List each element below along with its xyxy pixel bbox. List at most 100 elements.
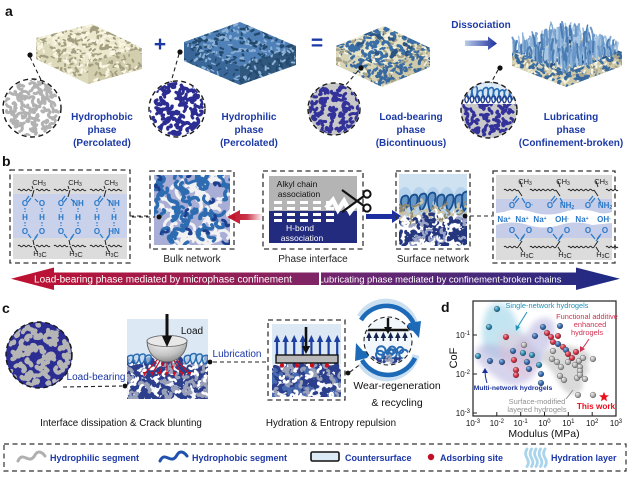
svg-text:phase: phase [235,125,264,136]
svg-text:O: O [526,226,532,235]
svg-text:O: O [94,227,100,236]
svg-text:10-1: 10-1 [456,331,471,340]
svg-text:Na+: Na+ [497,215,510,224]
svg-text:H3C: H3C [105,249,119,259]
svg-text:O: O [509,201,515,210]
svg-text:100: 100 [538,419,551,428]
svg-text:Load-bearing phase mediated by: Load-bearing phase mediated by microphas… [34,275,292,286]
svg-text:Phase interface: Phase interface [278,254,348,265]
svg-text:O: O [75,227,81,236]
svg-text:O: O [39,227,45,236]
svg-text:H: H [39,213,45,222]
svg-text:H3C: H3C [33,249,47,259]
svg-text:OH-: OH- [555,215,569,224]
svg-text:b: b [2,153,11,169]
svg-text:O: O [58,199,64,208]
svg-text:H3C: H3C [520,250,534,260]
svg-text:phase: phase [88,125,117,136]
svg-text:Functional additive: Functional additive [556,312,618,321]
svg-text:O: O [547,201,553,210]
svg-text:Wear-regeneration: Wear-regeneration [353,380,441,392]
svg-text:H: H [111,213,117,222]
svg-text:10-2: 10-2 [456,370,471,379]
svg-text:NH2: NH2 [598,201,613,211]
svg-text:Alkyl chain: Alkyl chain [277,179,318,189]
svg-text:Lubrication: Lubrication [213,349,262,360]
svg-text:Load-bearing: Load-bearing [379,112,442,123]
svg-text:O: O [509,226,515,235]
svg-text:Interface dissipation & Crack: Interface dissipation & Crack blunting [40,418,202,429]
svg-text:CH3: CH3 [518,177,532,187]
svg-text:CH3: CH3 [32,178,46,188]
svg-text:=: = [311,32,323,55]
svg-text:Surface-modified: Surface-modified [509,397,566,406]
svg-text:O-: O- [525,201,533,210]
svg-text:101: 101 [562,419,575,428]
svg-text:H3C: H3C [69,249,83,259]
svg-text:association: association [278,189,321,199]
svg-text:association: association [281,233,324,243]
svg-text:Dissociation: Dissociation [451,20,510,31]
svg-text:10-3: 10-3 [466,419,481,428]
svg-text:Hydrophobic segment: Hydrophobic segment [192,453,287,463]
svg-text:(Percolated): (Percolated) [220,138,278,149]
svg-text:enhanced: enhanced [574,320,606,329]
svg-text:O: O [94,199,100,208]
svg-text:d: d [441,299,450,315]
svg-text:Modulus (MPa): Modulus (MPa) [508,428,579,440]
svg-text:Surface network: Surface network [397,254,470,265]
svg-text:Hydration & Entropy repulsion: Hydration & Entropy repulsion [266,418,396,429]
svg-text:Lubricating: Lubricating [544,112,598,123]
svg-text:H: H [94,213,100,222]
svg-text:Na+: Na+ [533,215,546,224]
svg-text:Load: Load [181,326,203,337]
svg-text:O: O [585,201,591,210]
svg-text:hydrogels: hydrogels [571,328,603,337]
svg-text:Single-network hydrogels: Single-network hydrogels [506,301,589,310]
svg-text:a: a [5,3,13,19]
svg-text:103: 103 [610,419,623,428]
svg-text:H: H [75,213,81,222]
svg-text:Hydrophilic: Hydrophilic [221,112,276,123]
svg-text:CH3: CH3 [104,178,118,188]
svg-text:NH2: NH2 [560,201,575,211]
svg-text:H3C: H3C [558,250,572,260]
svg-text:+: + [154,33,166,56]
svg-text:O: O [547,226,553,235]
svg-text:& recycling: & recycling [371,397,423,409]
svg-text:Hydrophobic: Hydrophobic [71,112,133,123]
svg-text:layered hydrogels: layered hydrogels [507,405,566,414]
svg-text:Na+: Na+ [575,215,588,224]
svg-text:NH: NH [72,199,84,208]
svg-text:OH-: OH- [597,215,611,224]
svg-text:This work: This work [577,402,616,411]
svg-text:O: O [39,199,45,208]
svg-text:Na+: Na+ [515,215,528,224]
svg-text:CH3: CH3 [556,177,570,187]
svg-text:Hydration layer: Hydration layer [551,453,617,463]
svg-text:H: H [58,213,64,222]
svg-text:Countersurface: Countersurface [345,453,412,463]
svg-text:Bulk network: Bulk network [163,254,221,265]
svg-text:Multi-network hydrogels: Multi-network hydrogels [474,385,553,392]
svg-text:Hydrophilic segment: Hydrophilic segment [50,453,139,463]
svg-text:H: H [22,213,28,222]
svg-text:O: O [22,199,28,208]
svg-text:10-2: 10-2 [490,419,505,428]
svg-text:H-bond: H-bond [286,223,314,233]
svg-text:O: O [58,227,64,236]
svg-text:phase: phase [397,125,426,136]
svg-text:O: O [564,226,570,235]
svg-text:Adsorbing site: Adsorbing site [440,453,503,463]
svg-text:10-1: 10-1 [514,419,529,428]
svg-text:CoF: CoF [448,347,460,368]
svg-text:102: 102 [586,419,599,428]
svg-text:NH: NH [108,199,120,208]
svg-text:Load-bearing: Load-bearing [67,372,126,383]
svg-text:10-3: 10-3 [456,409,471,418]
svg-text:O: O [602,226,608,235]
svg-text:CH3: CH3 [594,177,608,187]
svg-text:O: O [585,226,591,235]
svg-text:CH3: CH3 [68,178,82,188]
svg-text:Lubricating phase mediated by: Lubricating phase mediated by confinemen… [319,274,562,285]
